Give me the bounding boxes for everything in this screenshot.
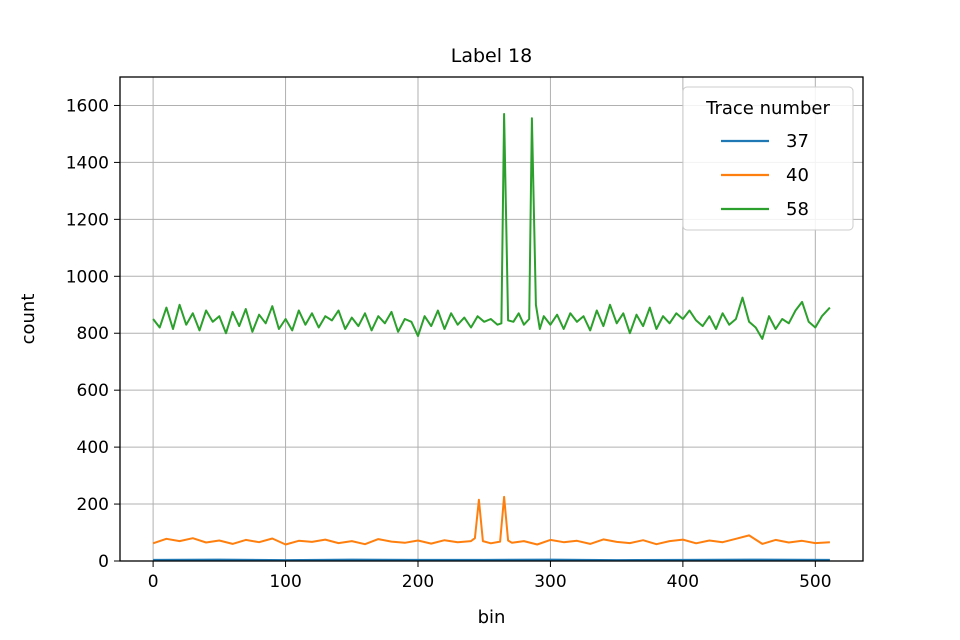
- x-axis-ticks: 0 100 200 300 400 500: [148, 561, 832, 592]
- y-tick-label: 800: [77, 324, 109, 344]
- y-tick-label: 600: [77, 381, 109, 401]
- y-axis-label: count: [18, 294, 39, 345]
- legend-box: [682, 86, 854, 231]
- y-tick-label: 400: [77, 438, 109, 458]
- y-tick-label: 1400: [66, 153, 109, 173]
- legend-label-58: 58: [786, 199, 809, 220]
- legend: Trace number 37 40 58: [682, 86, 854, 231]
- y-tick-label: 200: [77, 495, 109, 515]
- plot-frame: [119, 76, 864, 562]
- series-layer: [152, 113, 831, 562]
- y-axis-ticks: 0 200 400 600 800 1000 1200 1400 1600: [66, 96, 120, 572]
- x-tick-label: 500: [799, 572, 831, 592]
- series-line-40: [152, 495, 830, 546]
- x-tick-label: 200: [402, 572, 434, 592]
- x-tick-label: 300: [534, 572, 566, 592]
- x-tick-label: 400: [667, 572, 699, 592]
- y-tick-label: 0: [98, 552, 109, 572]
- legend-entries: 37 40 58: [721, 131, 809, 220]
- y-tick-label: 1600: [66, 96, 109, 116]
- x-axis-label: bin: [478, 607, 506, 628]
- legend-title: Trace number: [705, 98, 830, 119]
- x-tick-label: 100: [269, 572, 301, 592]
- series-line-58: [152, 113, 831, 340]
- y-tick-label: 1000: [66, 267, 109, 287]
- chart-title: Label 18: [451, 45, 532, 67]
- legend-label-37: 37: [786, 131, 809, 152]
- y-tick-label: 1200: [66, 210, 109, 230]
- x-tick-label: 0: [148, 572, 159, 592]
- legend-label-40: 40: [786, 165, 809, 186]
- series-line-37: [153, 558, 830, 562]
